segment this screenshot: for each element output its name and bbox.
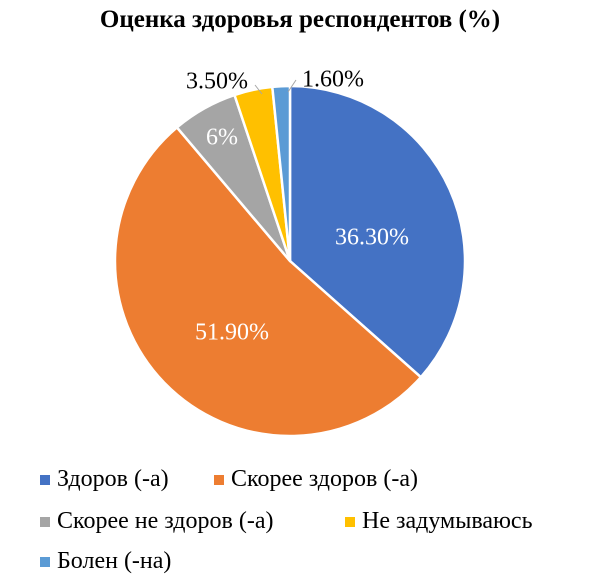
pie-slice-bolen <box>271 84 292 263</box>
legend-item-ne-zadumyvayus: Не задумываюсь <box>345 508 533 535</box>
legend-label-bolen: Болен (-на) <box>57 548 172 574</box>
leader-line-ne-zadumyvayus <box>254 84 263 95</box>
legend-label-skoree-ne-zdorov: Скорее не здоров (-а) <box>57 508 274 534</box>
legend-swatch-ne-zadumyvayus <box>345 516 355 527</box>
pie-data-labels: 36.30% 51.90% 6% 3.50% 1.60% <box>186 67 409 346</box>
pie-slice-skoree-zdorov <box>113 126 423 438</box>
pie-chart: 36.30% 51.90% 6% 3.50% 1.60% <box>113 67 467 438</box>
legend-item-skoree-ne-zdorov: Скорее не здоров (-а) <box>40 508 273 535</box>
legend-swatch-zdorov <box>40 474 50 485</box>
legend-item-zdorov: Здоров (-а) <box>40 466 169 493</box>
chart-title: Оценка здоровья респондентов (%) <box>99 6 501 33</box>
pie-slices <box>113 84 467 438</box>
data-label-ne-zadumyvayus: 3.50% <box>186 69 248 95</box>
chart-legend: Здоров (-а) Скорее здоров (-а) Скорее не… <box>0 454 600 585</box>
legend-label-ne-zadumyvayus: Не задумываюсь <box>362 508 533 534</box>
legend-swatch-bolen <box>40 556 50 567</box>
data-label-skoree-ne-zdorov: 6% <box>206 125 238 151</box>
legend-label-zdorov: Здоров (-а) <box>57 466 169 492</box>
legend-item-bolen: Болен (-на) <box>40 548 171 575</box>
label-leader-lines <box>254 79 297 95</box>
legend-swatch-skoree-zdorov <box>214 474 224 485</box>
data-label-skoree-zdorov: 51.90% <box>195 320 269 346</box>
legend-item-skoree-zdorov: Скорее здоров (-а) <box>214 466 418 493</box>
data-label-zdorov: 36.30% <box>335 225 409 251</box>
legend-label-skoree-zdorov: Скорее здоров (-а) <box>231 466 418 492</box>
pie-slice-zdorov <box>288 84 467 379</box>
data-label-bolen: 1.60% <box>302 67 364 93</box>
leader-line-bolen <box>287 79 297 93</box>
legend-swatch-skoree-ne-zdorov <box>40 516 50 527</box>
